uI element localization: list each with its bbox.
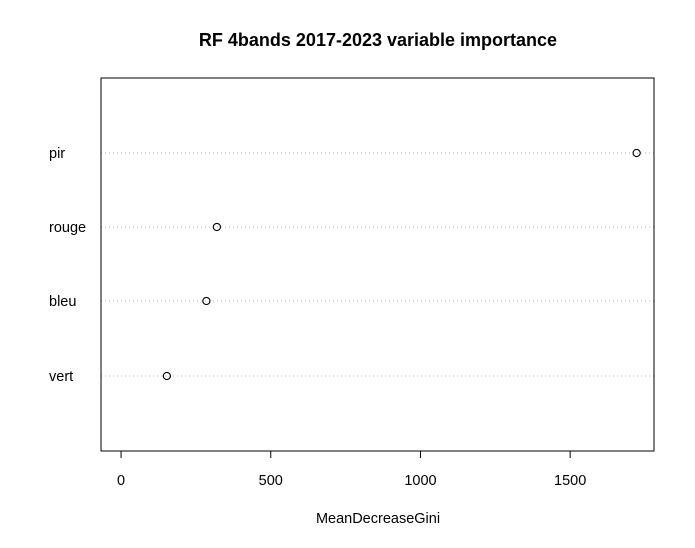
category-label: bleu bbox=[49, 294, 76, 310]
x-axis: 0 500 1000 1500 bbox=[117, 450, 586, 489]
plot-frame bbox=[100, 77, 655, 452]
x-axis-label: MeanDecreaseGini bbox=[316, 511, 440, 527]
category-label: rouge bbox=[49, 220, 86, 236]
x-tick-label: 1500 bbox=[554, 473, 586, 489]
data-points bbox=[162, 148, 641, 381]
x-tick-label: 500 bbox=[259, 473, 283, 489]
category-labels: pir rouge bleu vert bbox=[49, 146, 86, 385]
category-label: pir bbox=[49, 146, 65, 162]
x-tick-label: 1000 bbox=[404, 473, 436, 489]
data-point bbox=[202, 296, 211, 306]
data-point bbox=[162, 371, 172, 381]
grid-lines bbox=[101, 152, 654, 377]
x-tick-label: 0 bbox=[117, 473, 125, 489]
category-label: vert bbox=[49, 369, 73, 385]
data-point bbox=[632, 148, 641, 158]
data-point bbox=[212, 222, 222, 232]
chart-title: RF 4bands 2017-2023 variable importance bbox=[199, 30, 557, 50]
